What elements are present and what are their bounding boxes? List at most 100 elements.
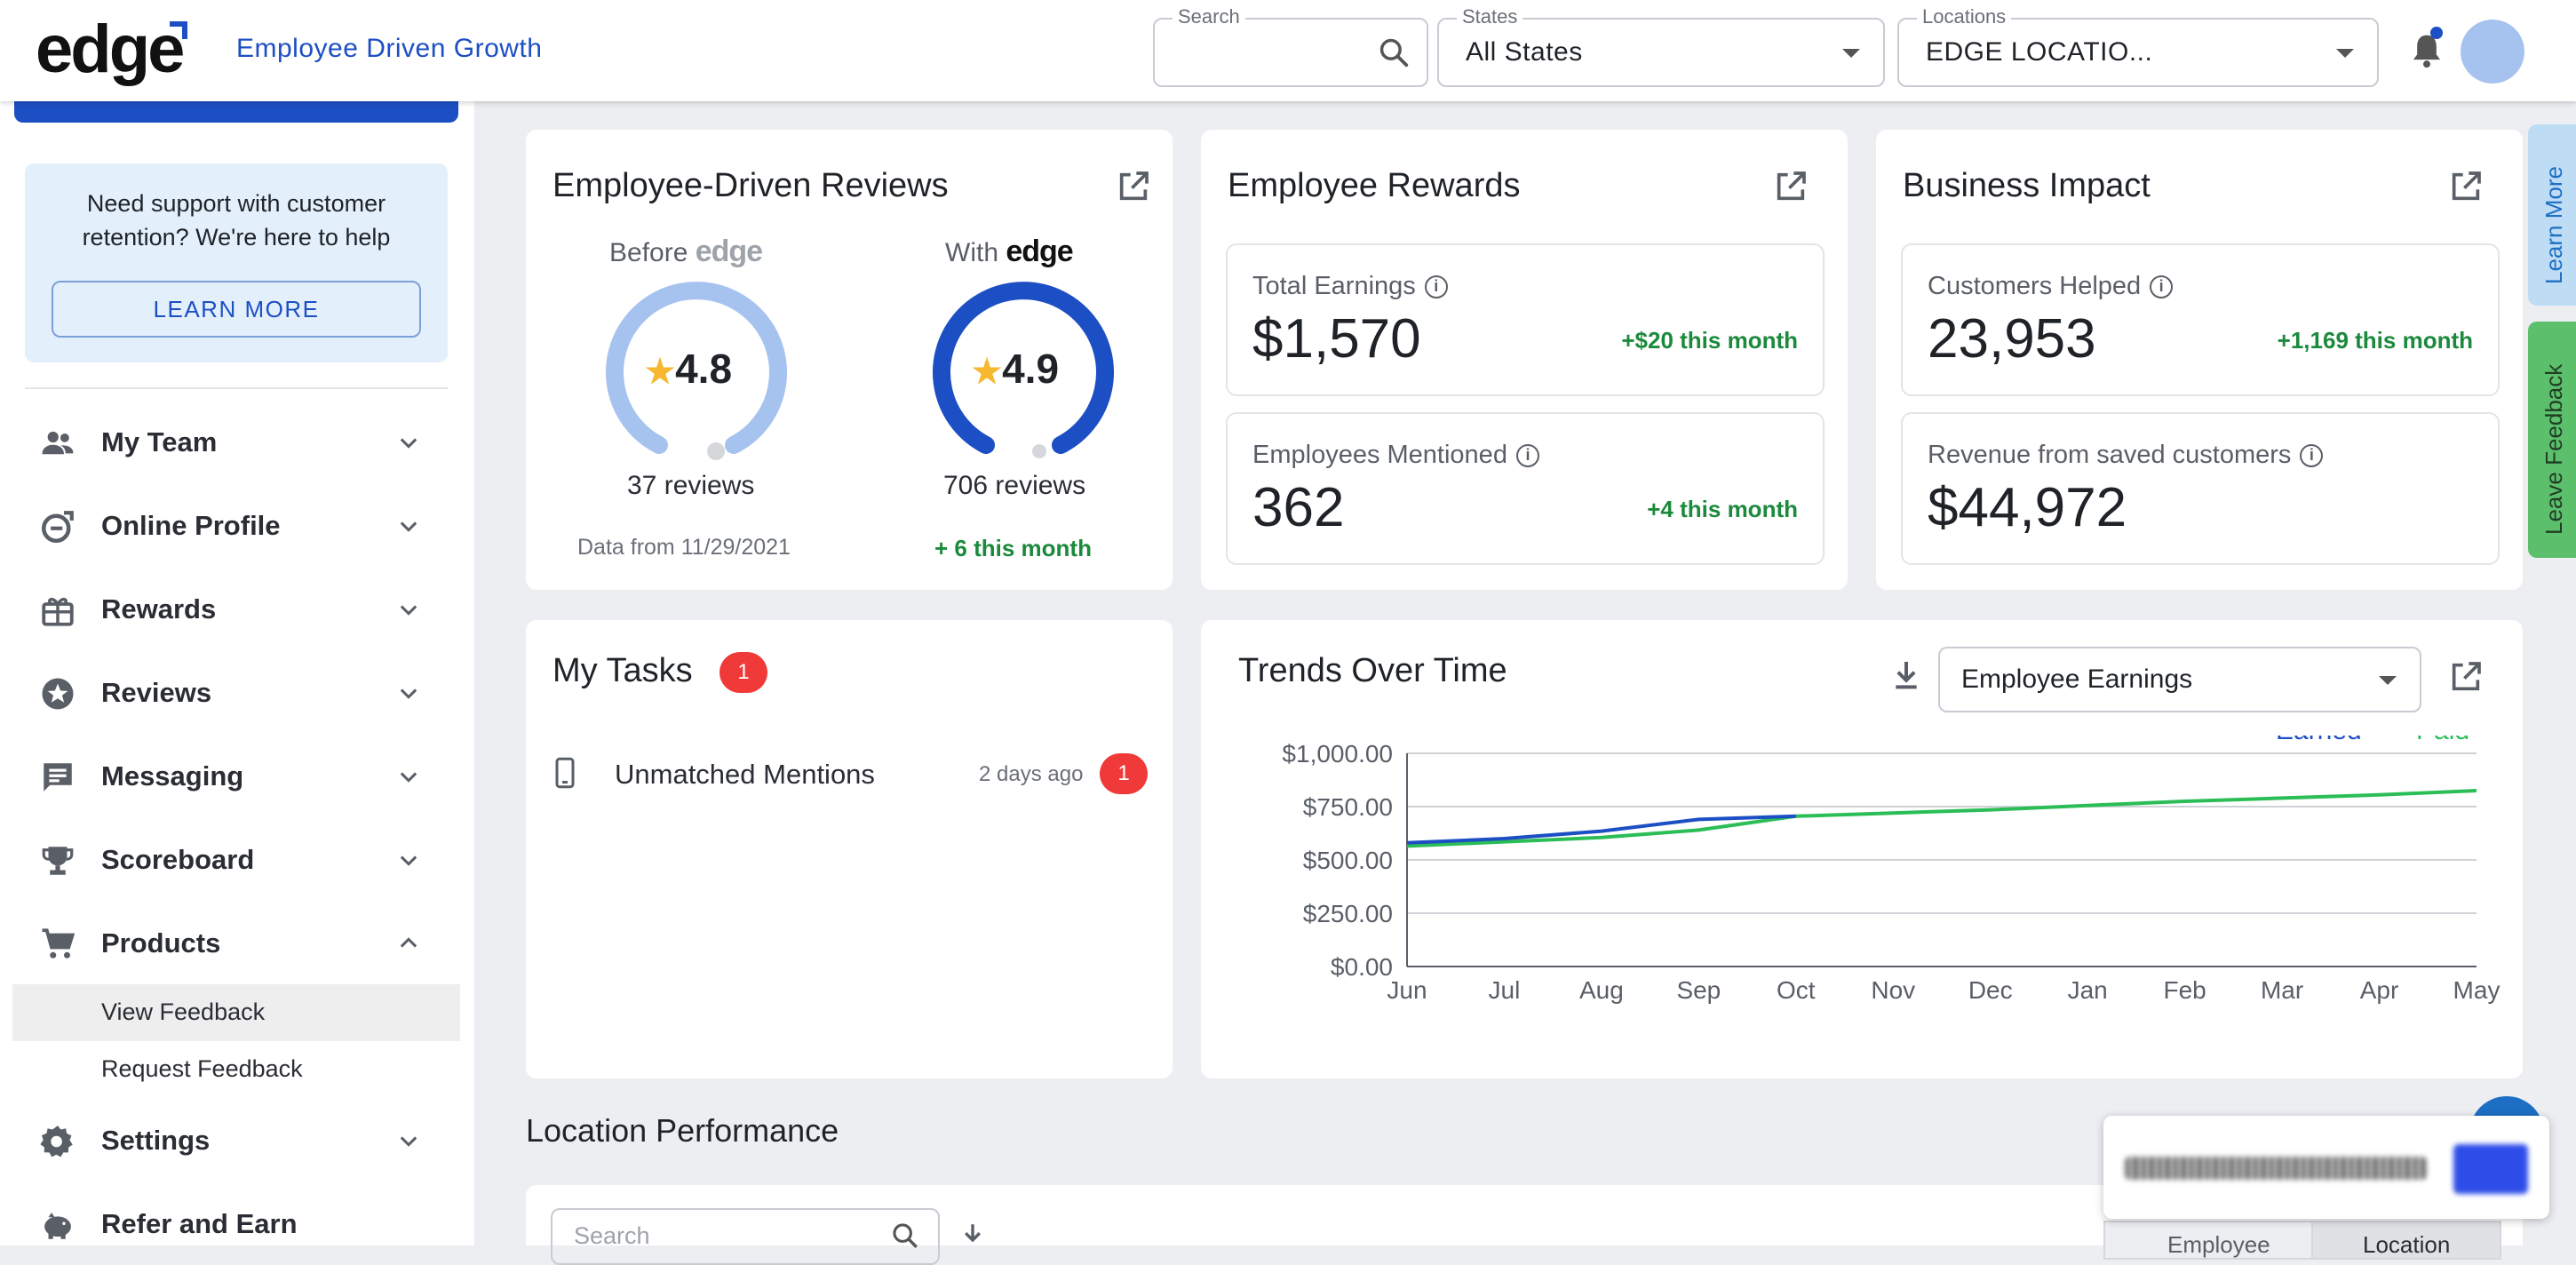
locations-select[interactable]: Locations EDGE LOCATIO... [1897,5,2379,87]
sidebar-item-label: Settings [101,1125,211,1156]
info-icon[interactable]: i [1515,444,1539,468]
chevron-down-icon [400,855,417,866]
before-label: Before [609,238,688,267]
avatar[interactable] [2461,20,2524,84]
divider [25,387,448,389]
learn-more-tab[interactable]: Learn More [2528,124,2576,306]
states-select[interactable]: States All States [1437,5,1885,87]
chart-y-axis: $0.00 $250.00 $500.00 $750.00 $1,000.00 [1282,740,1393,981]
learn-more-button[interactable]: LEARN MORE [52,281,421,338]
series-line-earned [1406,814,1796,845]
location-toggle[interactable]: Location [2311,1221,2501,1260]
tasks-count-badge: 1 [720,652,767,693]
chevron-down-icon [2336,49,2354,58]
employees-mentioned-box: Employees Mentioned i 362 +4 this month [1226,412,1825,565]
chart-legend: Earned Paid [2276,736,2469,745]
trend-metric-select[interactable]: Employee Earnings [1938,647,2421,712]
search-field[interactable]: Search [1153,5,1428,87]
total-earnings-label: Total Earnings i [1252,272,1448,301]
revenue-box: Revenue from saved customers i $44,972 [1901,412,2500,565]
customers-helped-label: Customers Helped i [1928,272,2174,301]
info-icon[interactable]: i [2300,444,2324,468]
sidebar-item-label: Refer and Earn [101,1208,298,1239]
with-heading: With edge [945,235,1074,269]
edge-logo[interactable]: edge [36,12,188,87]
sidebar-item-products[interactable]: Products [0,908,474,979]
search-icon[interactable] [890,1221,920,1251]
sidebar-item-refer-and-earn[interactable]: Refer and Earn [0,1189,474,1260]
sidebar-subitem-label: View Feedback [101,998,266,1025]
sidebar-item-rewards[interactable]: Rewards [0,574,474,645]
x-tick-label: May [2453,976,2500,1004]
location-search-field[interactable]: Search [551,1208,940,1265]
chat-popup[interactable] [2103,1116,2549,1219]
chevron-up-icon [400,937,417,948]
blurred-popup-button[interactable] [2453,1144,2528,1194]
trend-metric-value: Employee Earnings [1961,664,2193,694]
x-tick-label: Jul [1489,976,1521,1004]
star-badge-icon [42,678,74,710]
gear-icon [40,1126,73,1158]
team-icon [42,431,74,455]
download-icon[interactable] [1888,657,1924,693]
download-icon[interactable] [958,1221,988,1251]
states-label: States [1457,5,1523,28]
search-icon[interactable] [1377,36,1411,69]
message-icon [44,763,72,792]
x-tick-label: Sep [1676,976,1721,1004]
chevron-down-icon [400,438,417,449]
reviews-card-title: Employee-Driven Reviews [553,167,949,204]
sidebar-item-scoreboard[interactable]: Scoreboard [0,824,474,895]
search-label: Search [1173,5,1245,28]
notification-bell-icon[interactable] [2409,32,2445,71]
customers-helped-value: 23,953 [1928,308,2096,370]
chevron-down-icon [400,521,417,532]
open-external-icon[interactable] [1773,169,1809,204]
sidebar-subitem-view-feedback[interactable]: View Feedback [12,984,460,1041]
with-rating-ring [933,282,1114,458]
leave-feedback-tab[interactable]: Leave Feedback [2528,322,2576,558]
trends-title: Trends Over Time [1238,652,1507,689]
states-value: All States [1466,37,1583,67]
online-profile-icon [41,511,74,544]
info-icon[interactable]: i [2150,275,2174,299]
locations-value: EDGE LOCATIO... [1926,37,2153,67]
with-reviews: 706 reviews [943,471,1086,500]
sidebar-item-label: My Team [101,426,218,457]
rewards-card-title: Employee Rewards [1228,167,1521,204]
x-tick-label: Oct [1777,976,1816,1004]
sidebar-item-messaging[interactable]: Messaging [0,741,474,812]
sidebar-item-settings[interactable]: Settings [0,1105,474,1176]
x-tick-label: Mar [2261,976,2303,1004]
customers-helped-delta: +1,169 this month [2277,327,2473,354]
open-external-icon[interactable] [2448,169,2484,204]
x-tick-label: Dec [1968,976,2013,1004]
before-rating: ★4.8 [645,346,733,392]
sidebar-item-online-profile[interactable]: Online Profile [0,490,474,561]
chevron-down-icon [1842,49,1860,58]
sidebar-top-button[interactable] [14,101,458,123]
task-label: Unmatched Mentions [615,759,875,790]
support-banner: Need support with customer retention? We… [25,163,448,362]
sidebar-item-reviews[interactable]: Reviews [0,657,474,728]
learn-more-tab-label: Learn More [2540,166,2567,284]
task-row[interactable]: Unmatched Mentions 2 days ago 1 [526,734,1173,812]
employee-toggle[interactable]: Employee [2103,1221,2317,1260]
employees-mentioned-delta: +4 this month [1647,496,1798,522]
info-icon[interactable]: i [1424,275,1448,299]
sidebar-subitem-request-feedback[interactable]: Request Feedback [12,1041,460,1098]
y-tick-label: $1,000.00 [1282,740,1393,768]
total-earnings-delta: +$20 this month [1621,327,1798,354]
sidebar-item-label: Reviews [101,677,212,708]
before-note: Data from 11/29/2021 [577,535,791,560]
open-external-icon[interactable] [2448,659,2484,695]
gift-icon [42,598,74,626]
sidebar-item-my-team[interactable]: My Team [0,407,474,478]
open-external-icon[interactable] [1116,169,1151,204]
x-tick-label: Feb [2164,976,2206,1004]
tagline: Employee Driven Growth [236,34,543,63]
my-tasks-card: My Tasks 1 Unmatched Mentions 2 days ago… [526,620,1173,1078]
sidebar-item-label: Products [101,927,221,959]
with-note: + 6 this month [934,535,1092,561]
cart-icon [42,928,76,959]
